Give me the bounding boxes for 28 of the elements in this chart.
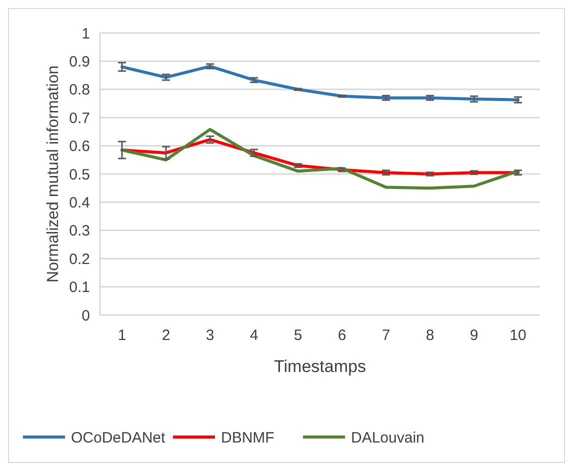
x-tick-label: 7 xyxy=(382,327,390,344)
y-tick-label: 0.8 xyxy=(69,82,90,99)
x-tick-label: 3 xyxy=(206,327,214,344)
y-tick-label: 0.6 xyxy=(69,138,90,156)
x-tick-label: 5 xyxy=(294,327,302,344)
x-tick-label: 9 xyxy=(470,327,478,344)
y-tick-label: 0.2 xyxy=(69,250,90,268)
x-tick-label: 8 xyxy=(426,327,434,344)
x-tick-label: 2 xyxy=(162,327,170,344)
y-tick-label: 0.4 xyxy=(69,194,90,212)
line-series xyxy=(120,128,520,190)
legend-label: DALouvain xyxy=(351,429,424,446)
line-series xyxy=(120,64,520,102)
y-tick-label: 1 xyxy=(82,25,90,42)
y-tick-label: 0.9 xyxy=(69,53,90,70)
y-tick-label: 0.5 xyxy=(69,166,90,184)
x-tick-label: 10 xyxy=(510,327,526,344)
y-tick-label: 0.7 xyxy=(69,110,90,127)
y-tick-label: 0 xyxy=(82,307,90,324)
legend-label: DBNMF xyxy=(221,429,274,446)
x-axis-title: Timestamps xyxy=(274,357,366,376)
x-tick-label: 1 xyxy=(118,327,126,344)
y-axis-title: Normalized mutual information xyxy=(45,66,62,282)
y-tick-label: 0.3 xyxy=(69,222,90,240)
x-tick-label: 6 xyxy=(338,327,346,344)
legend-label: OCoDeDANet xyxy=(71,429,166,446)
x-tick-label: 4 xyxy=(250,327,258,344)
y-tick-label: 0.1 xyxy=(69,279,90,296)
